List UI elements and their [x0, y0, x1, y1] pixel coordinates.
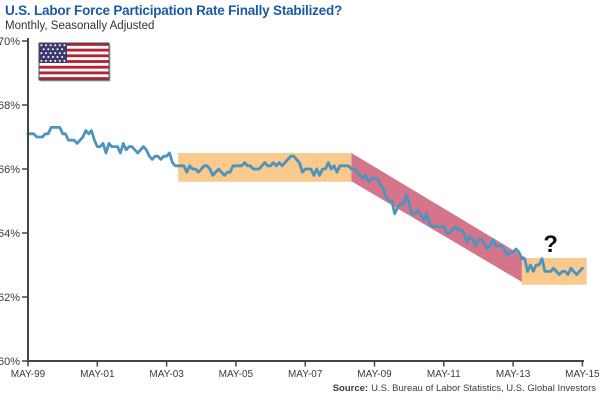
y-tick-label: 68% — [0, 100, 20, 112]
us-flag-icon — [38, 42, 111, 82]
flag-star — [45, 52, 47, 55]
flag-star — [42, 48, 45, 51]
flag-star — [63, 52, 66, 55]
flag-star — [61, 56, 64, 58]
x-tick-label: MAY-11 — [427, 369, 461, 380]
flag-star — [54, 44, 57, 47]
x-tick-label: MAY-99 — [11, 369, 46, 380]
flag-star — [58, 59, 61, 62]
flag-star — [47, 56, 50, 58]
flag-star — [58, 52, 61, 55]
x-tick-label: MAY-01 — [80, 369, 115, 380]
flag-star — [63, 44, 66, 47]
x-tick-label: MAY-07 — [288, 369, 323, 380]
stable-band-2003-2008 — [178, 153, 352, 182]
flag-star — [54, 59, 57, 62]
y-tick-label: 60% — [0, 356, 20, 368]
flag-stripe — [39, 48, 109, 52]
flag-star — [51, 48, 54, 51]
flag-star — [45, 59, 47, 62]
flag-star — [40, 44, 43, 47]
y-tick-label: 64% — [0, 228, 20, 240]
x-tick-label: MAY-03 — [149, 369, 184, 380]
flag-stripe — [39, 65, 109, 69]
y-tick-label: 70% — [0, 36, 20, 48]
flag-border — [38, 42, 110, 81]
source-note: Source: U.S. Bureau of Labor Statistics, … — [333, 383, 596, 394]
flag-star — [42, 56, 45, 58]
flag-star — [40, 59, 43, 62]
x-tick-label: MAY-05 — [219, 369, 254, 380]
x-tick-label: MAY-09 — [357, 369, 392, 380]
flag-stripe — [39, 77, 109, 80]
flag-star — [45, 44, 47, 47]
y-tick-label: 66% — [0, 164, 20, 176]
flag-stripe — [39, 54, 109, 58]
flag-canton — [39, 43, 67, 63]
flag-star — [61, 48, 64, 51]
flag-star — [49, 44, 52, 47]
question-mark-annotation: ? — [543, 231, 558, 258]
flag-star — [63, 59, 66, 62]
source-label: Source: — [332, 383, 369, 394]
flag-star — [49, 59, 52, 62]
flag-star — [54, 52, 57, 55]
y-tick-label: 62% — [0, 292, 20, 304]
flag-star — [56, 56, 59, 58]
flag-star — [56, 48, 59, 51]
chart-subtitle: Monthly, Seasonally Adjusted — [5, 20, 155, 32]
x-tick-label: MAY-13 — [496, 369, 531, 380]
flag-star — [58, 44, 61, 47]
flag-stripe — [39, 60, 109, 63]
flag-star — [47, 48, 50, 51]
flag-star — [49, 52, 52, 55]
flag-star — [40, 52, 43, 55]
decline-band-2008-2013 — [351, 153, 525, 284]
flag-stripe — [39, 71, 109, 75]
flag-star — [51, 56, 54, 58]
stabilized-band-2013-2015 — [521, 258, 587, 285]
chart-title: U.S. Labor Force Participation Rate Fina… — [5, 3, 343, 18]
participation-rate-line — [26, 126, 584, 277]
x-tick-label: MAY-15 — [565, 369, 600, 380]
source-text: U.S. Bureau of Labor Statistics, U.S. Gl… — [371, 383, 596, 394]
flag-stripe — [39, 43, 109, 46]
